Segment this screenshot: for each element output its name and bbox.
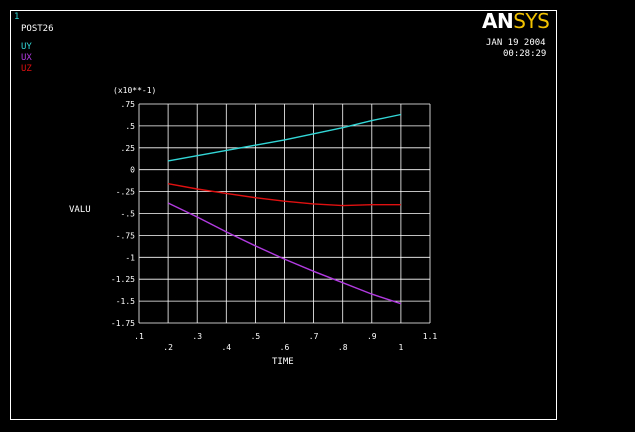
x-tick-label: .5 (251, 332, 261, 341)
time-label: 00:28:29 (503, 49, 547, 59)
y-tick-label: -1.75 (111, 319, 135, 328)
ansys-logo: ANSYS (482, 9, 550, 33)
processor-label: POST26 (21, 24, 54, 34)
y-multiplier-label: (x10**-1) (113, 86, 157, 95)
x-tick-label: 1 (398, 343, 403, 352)
series-line-uz (167, 183, 401, 207)
x-tick-label: 1.1 (423, 332, 438, 341)
window-number: 1 (14, 12, 20, 22)
x-tick-label: .7 (309, 332, 319, 341)
y-tick-label: -.75 (116, 231, 135, 240)
y-axis-label: VALU (69, 205, 91, 215)
y-tick-label: .5 (125, 122, 135, 131)
y-tick-label: -1 (125, 253, 135, 262)
legend-uz: UZ (21, 64, 32, 74)
x-tick-label: .2 (163, 343, 173, 352)
x-tick-label: .8 (338, 343, 348, 352)
x-tick-label: .6 (280, 343, 290, 352)
y-tick-label: -1.25 (111, 275, 135, 284)
x-tick-label: .3 (192, 332, 202, 341)
series-line-uy (167, 113, 402, 162)
x-axis-label: TIME (272, 357, 294, 367)
legend-ux: UX (21, 53, 32, 63)
y-tick-label: .25 (121, 144, 136, 153)
x-tick-label: .4 (221, 343, 231, 352)
y-tick-label: -1.5 (116, 297, 135, 306)
x-tick-label: .9 (367, 332, 377, 341)
y-tick-label: -.5 (121, 210, 136, 219)
plot-frame (10, 10, 557, 420)
y-tick-label: -.25 (116, 188, 135, 197)
x-tick-label: .1 (134, 332, 144, 341)
date-label: JAN 19 2004 (486, 38, 546, 48)
series-line-ux (167, 202, 402, 305)
y-tick-label: .75 (121, 100, 136, 109)
legend-uy: UY (21, 42, 32, 52)
y-tick-label: 0 (130, 166, 135, 175)
